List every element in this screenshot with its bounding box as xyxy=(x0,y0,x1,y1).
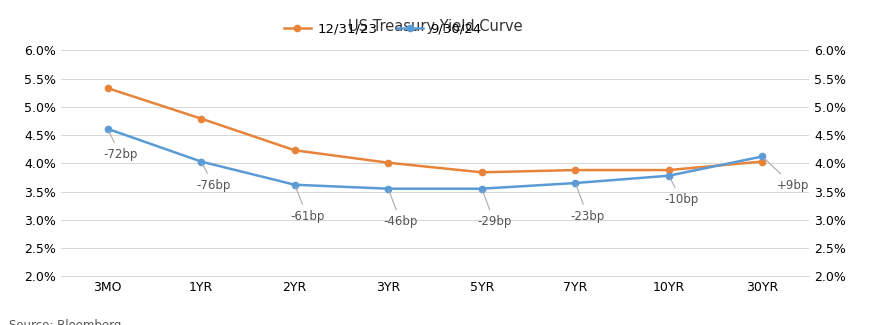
Text: -23bp: -23bp xyxy=(570,186,604,223)
Title: US Treasury Yield Curve: US Treasury Yield Curve xyxy=(348,19,521,34)
Text: -10bp: -10bp xyxy=(663,178,698,206)
Text: -61bp: -61bp xyxy=(289,187,324,223)
Text: -46bp: -46bp xyxy=(383,191,417,228)
Text: -76bp: -76bp xyxy=(196,164,230,191)
Legend: 12/31/23, 9/30/24: 12/31/23, 9/30/24 xyxy=(279,17,486,41)
Text: -29bp: -29bp xyxy=(476,191,511,228)
Text: Source: Bloomberg: Source: Bloomberg xyxy=(9,318,121,325)
Text: -72bp: -72bp xyxy=(103,131,137,161)
Text: +9bp: +9bp xyxy=(764,158,808,191)
